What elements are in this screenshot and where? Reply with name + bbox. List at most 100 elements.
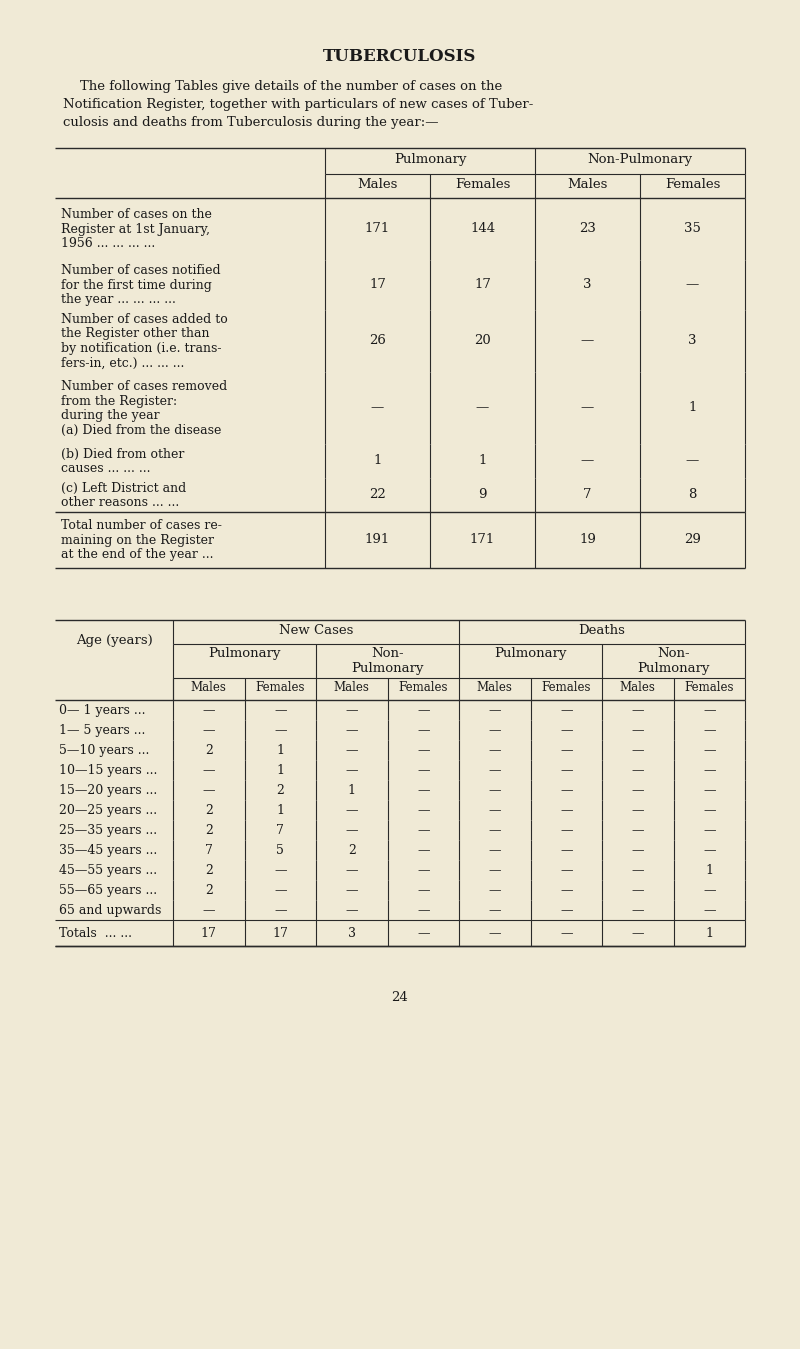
Text: —: —	[417, 724, 430, 737]
Text: 5: 5	[276, 844, 284, 857]
Text: Males: Males	[477, 681, 513, 693]
Text: Pulmonary: Pulmonary	[494, 648, 566, 660]
Text: —: —	[703, 764, 715, 777]
Text: —: —	[703, 844, 715, 857]
Text: —: —	[476, 401, 489, 414]
Text: 171: 171	[470, 533, 495, 546]
Text: 7: 7	[583, 488, 592, 500]
Text: Females: Females	[542, 681, 591, 693]
Text: —: —	[371, 401, 384, 414]
Text: 2: 2	[348, 844, 356, 857]
Text: 35: 35	[684, 223, 701, 235]
Text: Females: Females	[455, 178, 510, 192]
Text: —: —	[560, 804, 573, 817]
Text: —: —	[560, 904, 573, 917]
Text: 19: 19	[579, 533, 596, 546]
Text: Non-
Pulmonary: Non- Pulmonary	[351, 648, 424, 674]
Text: 3: 3	[688, 335, 697, 347]
Text: —: —	[560, 884, 573, 897]
Text: 9: 9	[478, 488, 486, 500]
Text: Age (years): Age (years)	[76, 634, 152, 648]
Text: 1: 1	[706, 863, 714, 877]
Text: Females: Females	[398, 681, 448, 693]
Text: 17: 17	[201, 927, 217, 940]
Text: 1: 1	[374, 455, 382, 467]
Text: by notification (i.e. trans-: by notification (i.e. trans-	[61, 343, 222, 355]
Text: 20—25 years ...: 20—25 years ...	[59, 804, 157, 817]
Text: the Register other than: the Register other than	[61, 328, 210, 340]
Text: 20: 20	[474, 335, 491, 347]
Text: Notification Register, together with particulars of new cases of Tuber-: Notification Register, together with par…	[63, 98, 534, 111]
Text: 17: 17	[474, 278, 491, 291]
Text: —: —	[202, 784, 215, 797]
Text: —: —	[489, 844, 501, 857]
Text: —: —	[560, 764, 573, 777]
Text: —: —	[686, 278, 699, 291]
Text: 1: 1	[688, 401, 697, 414]
Text: —: —	[560, 927, 573, 940]
Text: —: —	[560, 784, 573, 797]
Text: —: —	[346, 904, 358, 917]
Text: —: —	[274, 704, 286, 718]
Text: —: —	[581, 401, 594, 414]
Text: —: —	[417, 804, 430, 817]
Text: 1— 5 years ...: 1— 5 years ...	[59, 724, 146, 737]
Text: 7: 7	[205, 844, 213, 857]
Text: —: —	[202, 724, 215, 737]
Text: —: —	[489, 804, 501, 817]
Text: —: —	[417, 927, 430, 940]
Text: —: —	[560, 745, 573, 757]
Text: at the end of the year ...: at the end of the year ...	[61, 548, 214, 561]
Text: 26: 26	[369, 335, 386, 347]
Text: —: —	[417, 745, 430, 757]
Text: 22: 22	[369, 488, 386, 500]
Text: (b) Died from other: (b) Died from other	[61, 448, 184, 460]
Text: Males: Males	[567, 178, 608, 192]
Text: 17: 17	[272, 927, 288, 940]
Text: 15—20 years ...: 15—20 years ...	[59, 784, 158, 797]
Text: —: —	[631, 863, 644, 877]
Text: —: —	[560, 824, 573, 836]
Text: —: —	[346, 804, 358, 817]
Text: 24: 24	[392, 992, 408, 1004]
Text: —: —	[417, 904, 430, 917]
Text: —: —	[202, 904, 215, 917]
Text: —: —	[202, 704, 215, 718]
Text: Females: Females	[255, 681, 305, 693]
Text: —: —	[274, 863, 286, 877]
Text: Register at 1st January,: Register at 1st January,	[61, 223, 210, 236]
Text: 8: 8	[688, 488, 697, 500]
Text: —: —	[631, 784, 644, 797]
Text: —: —	[703, 724, 715, 737]
Text: Pulmonary: Pulmonary	[394, 152, 466, 166]
Text: —: —	[489, 904, 501, 917]
Text: —: —	[346, 724, 358, 737]
Text: 2: 2	[205, 745, 213, 757]
Text: Number of cases notified: Number of cases notified	[61, 264, 221, 278]
Text: culosis and deaths from Tuberculosis during the year:—: culosis and deaths from Tuberculosis dur…	[63, 116, 438, 130]
Text: 3: 3	[583, 278, 592, 291]
Text: —: —	[489, 784, 501, 797]
Text: —: —	[631, 704, 644, 718]
Text: Pulmonary: Pulmonary	[208, 648, 281, 660]
Text: Non-
Pulmonary: Non- Pulmonary	[638, 648, 710, 674]
Text: —: —	[560, 863, 573, 877]
Text: —: —	[631, 764, 644, 777]
Text: 35—45 years ...: 35—45 years ...	[59, 844, 158, 857]
Text: 2: 2	[276, 784, 284, 797]
Text: 29: 29	[684, 533, 701, 546]
Text: —: —	[346, 745, 358, 757]
Text: The following Tables give details of the number of cases on the: The following Tables give details of the…	[63, 80, 502, 93]
Text: —: —	[631, 927, 644, 940]
Text: —: —	[703, 904, 715, 917]
Text: —: —	[489, 824, 501, 836]
Text: 171: 171	[365, 223, 390, 235]
Text: 144: 144	[470, 223, 495, 235]
Text: from the Register:: from the Register:	[61, 394, 177, 407]
Text: (a) Died from the disease: (a) Died from the disease	[61, 424, 222, 437]
Text: Males: Males	[191, 681, 226, 693]
Text: —: —	[274, 724, 286, 737]
Text: —: —	[417, 844, 430, 857]
Text: Males: Males	[334, 681, 370, 693]
Text: —: —	[703, 784, 715, 797]
